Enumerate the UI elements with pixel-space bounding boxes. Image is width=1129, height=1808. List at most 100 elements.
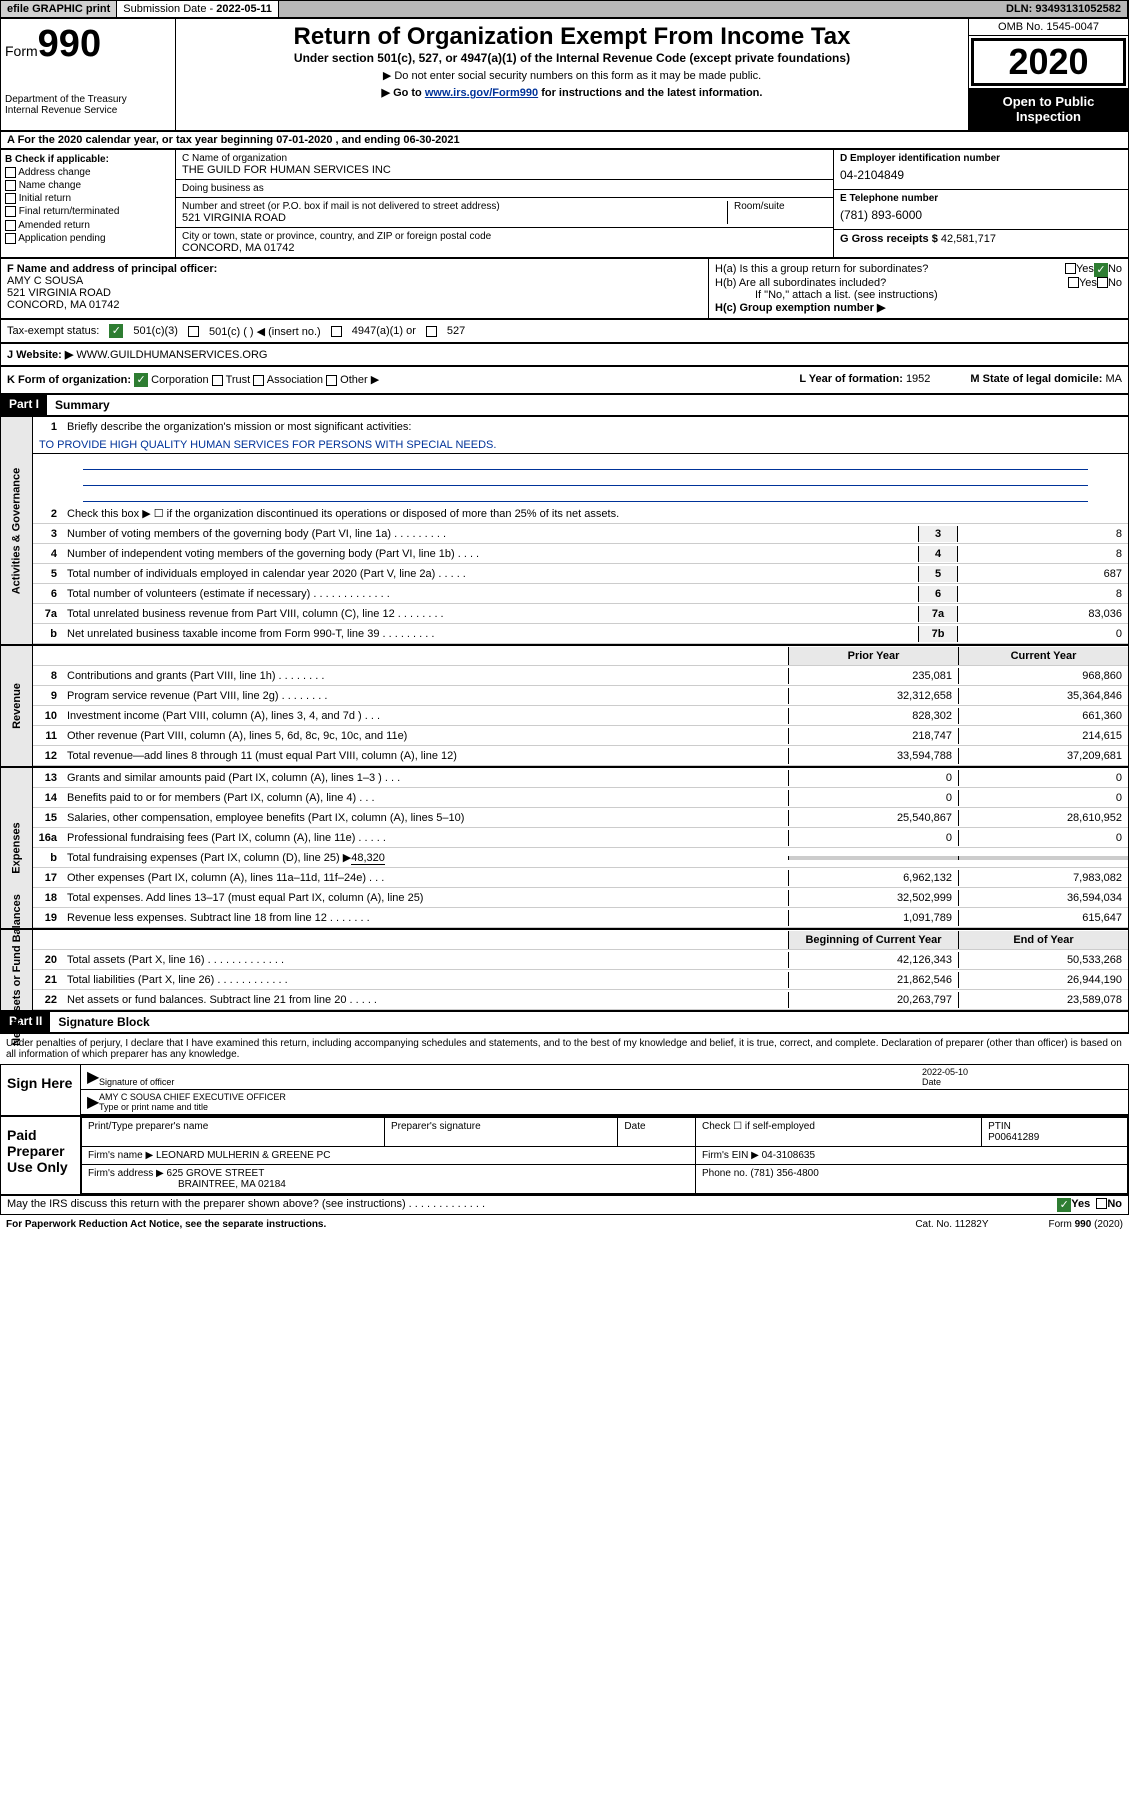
sig-date-label: Date — [922, 1077, 1122, 1087]
addr-value: 521 VIRGINIA ROAD — [182, 212, 727, 224]
row-a-tax-year: A For the 2020 calendar year, or tax yea… — [0, 131, 1129, 149]
c15: 28,610,952 — [958, 810, 1128, 826]
firm-name: LEONARD MULHERIN & GREENE PC — [156, 1150, 330, 1161]
website-value[interactable]: WWW.GUILDHUMANSERVICES.ORG — [76, 349, 267, 361]
c11: 214,615 — [958, 728, 1128, 744]
sig-officer-label: Signature of officer — [99, 1077, 922, 1087]
irs-link[interactable]: www.irs.gov/Form990 — [425, 87, 538, 99]
sign-here-label: Sign Here — [1, 1065, 81, 1115]
side-expenses: Expenses — [11, 822, 23, 873]
p8: 235,081 — [788, 668, 958, 684]
line-12: Total revenue—add lines 8 through 11 (mu… — [63, 748, 788, 764]
p16a: 0 — [788, 830, 958, 846]
val-7a: 83,036 — [958, 606, 1128, 622]
h-b-yes[interactable] — [1068, 277, 1079, 288]
h-a-label: H(a) Is this a group return for subordin… — [715, 263, 1065, 277]
chk-corp[interactable]: ✓ — [134, 373, 148, 387]
h-a-no[interactable]: ✓ — [1094, 263, 1108, 277]
state-value: MA — [1106, 373, 1123, 385]
tax-status-row: Tax-exempt status: ✓501(c)(3) 501(c) ( )… — [0, 319, 1129, 343]
line-16a: Professional fundraising fees (Part IX, … — [63, 830, 788, 846]
c13: 0 — [958, 770, 1128, 786]
form-subtitle: Under section 501(c), 527, or 4947(a)(1)… — [180, 51, 964, 65]
prep-print-label: Print/Type preparer's name — [82, 1118, 385, 1147]
gross-label: G Gross receipts $ — [840, 233, 941, 245]
c16a: 0 — [958, 830, 1128, 846]
h-b-no[interactable] — [1097, 277, 1108, 288]
line-11: Other revenue (Part VIII, column (A), li… — [63, 728, 788, 744]
line-9: Program service revenue (Part VIII, line… — [63, 688, 788, 704]
p18: 32,502,999 — [788, 890, 958, 906]
city-label: City or town, state or province, country… — [182, 231, 827, 242]
c17: 7,983,082 — [958, 870, 1128, 886]
open-inspection: Open to Public Inspection — [969, 88, 1128, 130]
firm-addr2: BRAINTREE, MA 02184 — [88, 1179, 286, 1190]
val-6: 8 — [958, 586, 1128, 602]
val-3: 8 — [958, 526, 1128, 542]
tel-value: (781) 893-6000 — [840, 204, 1122, 226]
c18: 36,594,034 — [958, 890, 1128, 906]
chk-assoc[interactable] — [253, 375, 264, 386]
officer-name: AMY C SOUSA — [7, 275, 83, 287]
chk-other[interactable] — [326, 375, 337, 386]
chk-trust[interactable] — [212, 375, 223, 386]
ein-value: 04-2104849 — [840, 164, 1122, 186]
city-value: CONCORD, MA 01742 — [182, 242, 827, 254]
line-20: Total assets (Part X, line 16) . . . . .… — [63, 952, 788, 968]
chk-501c[interactable] — [188, 326, 199, 337]
phone-label: Phone no. — [702, 1168, 750, 1179]
firm-addr1: 625 GROVE STREET — [167, 1168, 265, 1179]
p21: 21,862,546 — [788, 972, 958, 988]
chk-name-change[interactable]: Name change — [5, 180, 171, 191]
room-label: Room/suite — [734, 201, 827, 212]
h-a-yes[interactable] — [1065, 263, 1076, 274]
firm-name-label: Firm's name ▶ — [88, 1150, 156, 1161]
chk-501c3[interactable]: ✓ — [109, 324, 123, 338]
org-name-label: C Name of organization — [182, 153, 827, 164]
chk-initial-return[interactable]: Initial return — [5, 193, 171, 204]
p19: 1,091,789 — [788, 910, 958, 926]
chk-application-pending[interactable]: Application pending — [5, 233, 171, 244]
line-18: Total expenses. Add lines 13–17 (must eq… — [63, 890, 788, 906]
chk-amended[interactable]: Amended return — [5, 220, 171, 231]
end-year-hdr: End of Year — [958, 931, 1128, 949]
revenue-section: Revenue Prior YearCurrent Year 8Contribu… — [0, 645, 1129, 767]
officer-print-name: AMY C SOUSA CHIEF EXECUTIVE OFFICER — [99, 1092, 1122, 1102]
val-4: 8 — [958, 546, 1128, 562]
prep-sig-label: Preparer's signature — [384, 1118, 617, 1147]
state-label: M State of legal domicile: — [970, 373, 1105, 385]
chk-527[interactable] — [426, 326, 437, 337]
discuss-yes[interactable]: ✓ — [1057, 1198, 1071, 1212]
chk-4947[interactable] — [331, 326, 342, 337]
prep-date-label: Date — [618, 1118, 696, 1147]
row-fh: F Name and address of principal officer:… — [0, 258, 1129, 319]
addr-label: Number and street (or P.O. box if mail i… — [182, 201, 727, 212]
line-6: Total number of volunteers (estimate if … — [63, 586, 918, 602]
chk-address-change[interactable]: Address change — [5, 167, 171, 178]
dln: DLN: 93493131052582 — [1000, 1, 1128, 17]
chk-final-return[interactable]: Final return/terminated — [5, 206, 171, 217]
side-governance: Activities & Governance — [11, 467, 23, 594]
c10: 661,360 — [958, 708, 1128, 724]
line-2: Check this box ▶ ☐ if the organization d… — [63, 505, 1128, 522]
discuss-no[interactable] — [1096, 1198, 1107, 1209]
c14: 0 — [958, 790, 1128, 806]
note-link: ▶ Go to www.irs.gov/Form990 for instruct… — [180, 86, 964, 99]
efile-button[interactable]: efile GRAPHIC print — [1, 1, 117, 17]
c8: 968,860 — [958, 668, 1128, 684]
submission-date: Submission Date - 2022-05-11 — [117, 1, 279, 17]
ein-label: D Employer identification number — [840, 153, 1122, 164]
officer-label: F Name and address of principal officer: — [7, 263, 217, 275]
line-3: Number of voting members of the governin… — [63, 526, 918, 542]
mission-text: TO PROVIDE HIGH QUALITY HUMAN SERVICES F… — [33, 437, 1128, 454]
arrow-icon: ▶ — [87, 1092, 99, 1112]
officer-addr2: CONCORD, MA 01742 — [7, 299, 119, 311]
phone-value: (781) 356-4800 — [750, 1168, 818, 1179]
form-number: Form990 — [5, 23, 171, 66]
year-formation: 1952 — [906, 373, 930, 385]
part-1-header: Part I Summary — [0, 394, 1129, 416]
paid-preparer-label: Paid Preparer Use Only — [1, 1117, 81, 1194]
p10: 828,302 — [788, 708, 958, 724]
line-1: Briefly describe the organization's miss… — [63, 419, 1128, 435]
sign-here-section: Sign Here ▶ Signature of officer 2022-05… — [0, 1064, 1129, 1116]
